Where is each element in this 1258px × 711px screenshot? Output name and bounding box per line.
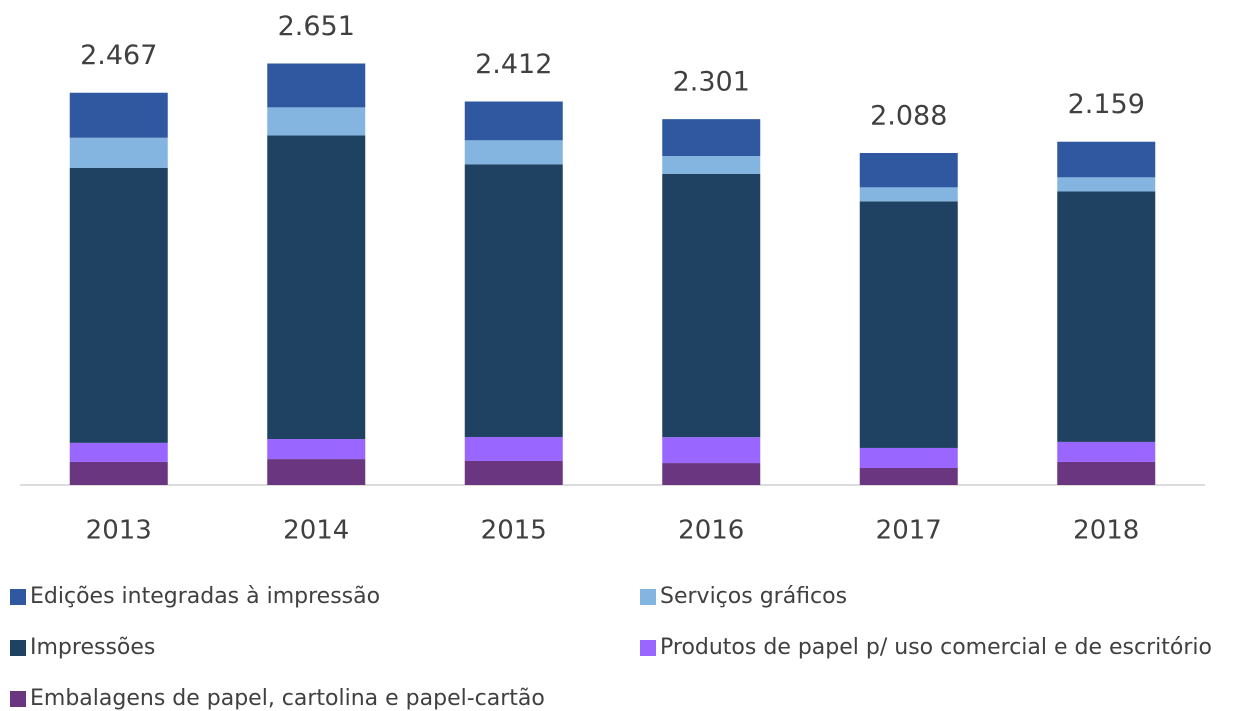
legend-swatch	[640, 640, 656, 656]
bar-segment	[859, 153, 958, 188]
bar-segment	[1057, 177, 1156, 192]
bar-segment	[1057, 141, 1156, 178]
total-label: 2.088	[870, 101, 947, 132]
bar-segment	[859, 447, 958, 468]
legend-swatch	[10, 640, 26, 656]
legend-swatch	[640, 589, 656, 605]
legend-swatch	[10, 589, 26, 605]
bar-segment	[1057, 441, 1156, 462]
x-tick-label: 2015	[481, 516, 547, 546]
bar-segment	[859, 187, 958, 202]
bar-segment	[69, 137, 168, 168]
bar-segment	[662, 119, 761, 157]
bar-segment	[69, 461, 168, 485]
total-label: 2.301	[673, 67, 750, 98]
bar-segment	[69, 167, 168, 443]
legend-label: Produtos de papel p/ uso comercial e de …	[660, 635, 1212, 660]
bar-segment	[69, 442, 168, 462]
bar-segment	[464, 164, 563, 437]
legend-label: Embalagens de papel, cartolina e papel-c…	[30, 686, 545, 711]
bar-segment	[464, 101, 563, 141]
bar-segment	[662, 437, 761, 464]
bar-segment	[1057, 461, 1156, 485]
bar-segment	[662, 173, 761, 438]
bar-segment	[662, 156, 761, 174]
bar-segment	[267, 459, 366, 485]
bar-segment	[267, 107, 366, 136]
x-tick-label: 2018	[1073, 516, 1139, 546]
legend-label: Edições integradas à impressão	[30, 584, 380, 609]
bar-segment	[1057, 191, 1156, 442]
total-label: 2.412	[475, 49, 552, 80]
legend-swatch	[10, 691, 26, 707]
x-tick-label: 2013	[86, 516, 152, 546]
bar-segment	[267, 439, 366, 460]
total-label: 2.651	[278, 11, 355, 42]
bar-segment	[859, 467, 958, 485]
bar-segment	[267, 135, 366, 440]
legend-label: Serviços gráficos	[660, 584, 847, 609]
x-tick-label: 2016	[678, 516, 744, 546]
legend-label: Impressões	[30, 635, 155, 660]
x-tick-label: 2017	[876, 516, 942, 546]
bar-segment	[859, 201, 958, 448]
x-tick-label: 2014	[283, 516, 349, 546]
bar-segment	[69, 92, 168, 138]
bar-segment	[464, 436, 563, 461]
bar-segment	[662, 463, 761, 485]
bar-segment	[464, 140, 563, 165]
bar-segment	[267, 63, 366, 108]
total-label: 2.159	[1068, 89, 1145, 120]
total-label: 2.467	[80, 40, 157, 71]
bar-segment	[464, 460, 563, 485]
